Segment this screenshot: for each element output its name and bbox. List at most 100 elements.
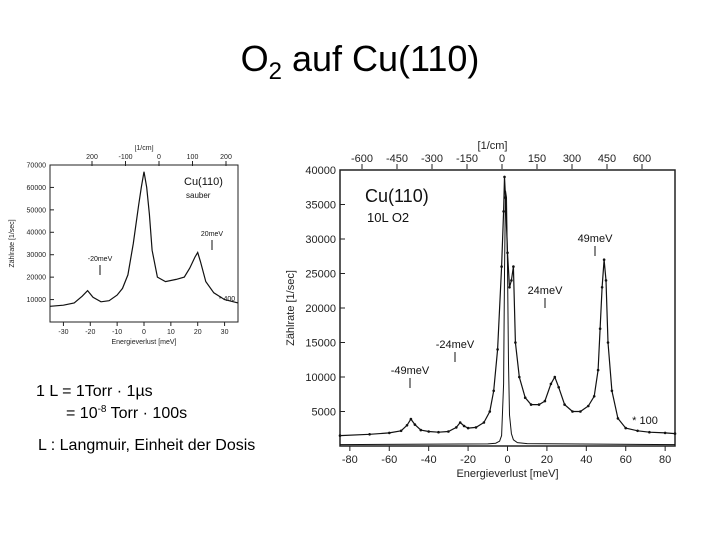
x-tick-label: 20 bbox=[541, 454, 553, 466]
data-point bbox=[523, 396, 527, 400]
top-axis-tick-label: 450 bbox=[598, 153, 616, 165]
peak-annotation: -49meV bbox=[391, 365, 430, 377]
top-axis-tick-label: 600 bbox=[633, 153, 651, 165]
data-point bbox=[537, 403, 541, 406]
langmuir-definition: L : Langmuir, Einheit der Dosis bbox=[38, 437, 256, 454]
data-point bbox=[529, 403, 533, 406]
data-point bbox=[579, 410, 582, 413]
chart-title: Cu(110) bbox=[365, 186, 429, 206]
data-point bbox=[636, 429, 639, 433]
x-tick-label: -10 bbox=[112, 329, 122, 336]
data-point bbox=[496, 348, 499, 351]
y-tick-label: 40000 bbox=[27, 230, 47, 237]
y-tick-label: 10000 bbox=[305, 372, 336, 384]
data-point bbox=[500, 265, 503, 268]
y-tick-label: 60000 bbox=[27, 185, 47, 192]
x-tick-label: -40 bbox=[421, 454, 437, 466]
data-point bbox=[543, 399, 547, 403]
y-tick-label: 5000 bbox=[312, 406, 336, 418]
x-tick-label: 10 bbox=[167, 329, 175, 336]
data-point bbox=[437, 430, 440, 434]
data-point bbox=[508, 286, 511, 289]
data-point bbox=[503, 175, 506, 179]
data-point bbox=[616, 417, 620, 420]
data-point bbox=[600, 286, 604, 289]
data-point bbox=[368, 433, 371, 436]
x-tick-label: -80 bbox=[342, 454, 358, 466]
x-tick-label: 30 bbox=[221, 329, 229, 336]
top-axis-tick-label: 200 bbox=[86, 154, 98, 161]
y-tick-label: 20000 bbox=[305, 303, 336, 315]
x-tick-label: 0 bbox=[504, 454, 510, 466]
y-tick-label: 15000 bbox=[305, 337, 336, 349]
y-axis-label: Zählrate [1/sec] bbox=[9, 219, 16, 267]
data-point bbox=[338, 434, 342, 437]
data-point bbox=[563, 403, 566, 406]
data-point bbox=[518, 375, 521, 379]
data-point bbox=[514, 341, 517, 344]
x-axis-label: Energieverlust [meV] bbox=[112, 339, 177, 346]
x-tick-label: -60 bbox=[381, 454, 397, 466]
data-point bbox=[405, 424, 409, 427]
top-axis-tick-label: -150 bbox=[456, 153, 478, 165]
chart-title: Cu(110) bbox=[184, 176, 223, 188]
data-point bbox=[413, 423, 417, 426]
data-point bbox=[466, 426, 470, 430]
data-point bbox=[388, 431, 391, 435]
y-tick-label: 30000 bbox=[305, 234, 336, 246]
chart-clean-surface: -30 -20 -10 0 10 20 30100002000030000400005000… bbox=[9, 145, 239, 346]
chart-subtitle: 10L O2 bbox=[367, 210, 409, 225]
data-point bbox=[596, 368, 600, 372]
series-line-1 bbox=[49, 171, 239, 307]
peak-annotation: 49meV bbox=[578, 233, 614, 245]
data-point bbox=[427, 430, 430, 433]
data-point bbox=[557, 386, 560, 389]
data-point bbox=[602, 258, 606, 261]
top-axis-tick-label: 300 bbox=[563, 153, 581, 165]
y-tick-label: 30000 bbox=[27, 252, 47, 259]
peak-annotation: -24meV bbox=[436, 339, 475, 351]
x-tick-label: 20 bbox=[194, 329, 202, 336]
data-point bbox=[663, 431, 667, 435]
x-tick-label: -30 bbox=[58, 329, 68, 336]
data-point bbox=[587, 404, 590, 408]
dose-definition-line1: 1 L = 1Torr · 1µs bbox=[36, 383, 153, 400]
data-point bbox=[447, 430, 450, 433]
dose-definition-line2: = 10-8 Torr · 100s bbox=[66, 404, 188, 422]
top-axis-tick-label: 150 bbox=[528, 153, 546, 165]
y-tick-label: 25000 bbox=[305, 268, 336, 280]
y-axis-label: Zählrate [1/sec] bbox=[285, 270, 297, 346]
top-axis-tick-label: 0 bbox=[499, 153, 505, 165]
data-point bbox=[458, 421, 462, 424]
data-point bbox=[604, 279, 608, 282]
y-tick-label: 20000 bbox=[27, 275, 47, 282]
data-point bbox=[474, 426, 478, 429]
data-point bbox=[673, 432, 677, 435]
x-tick-label: 60 bbox=[620, 454, 632, 466]
y-tick-label: 35000 bbox=[305, 199, 336, 211]
x-tick-label: -20 bbox=[85, 329, 95, 336]
data-point bbox=[488, 410, 492, 413]
data-point bbox=[455, 426, 458, 429]
top-axis-tick-label: -600 bbox=[351, 153, 373, 165]
data-point bbox=[482, 421, 486, 424]
peak-annotation: * 100 bbox=[632, 415, 658, 427]
top-axis-label: [1/cm] bbox=[134, 145, 153, 152]
data-point bbox=[549, 382, 553, 386]
x-tick-label: 0 bbox=[142, 329, 146, 336]
data-point bbox=[492, 389, 495, 393]
data-point bbox=[399, 429, 403, 433]
top-axis-tick-label: 0 bbox=[157, 154, 161, 161]
data-point bbox=[462, 424, 466, 428]
top-axis-tick-label: 200 bbox=[220, 154, 232, 161]
top-axis-tick-label: -100 bbox=[118, 154, 132, 161]
data-point bbox=[648, 430, 651, 434]
data-point bbox=[510, 279, 513, 282]
data-point bbox=[512, 265, 515, 268]
y-tick-label: 10000 bbox=[27, 297, 47, 304]
y-tick-label: 40000 bbox=[305, 165, 336, 177]
y-tick-label: 70000 bbox=[27, 162, 47, 169]
top-axis-label: [1/cm] bbox=[478, 140, 508, 152]
data-point bbox=[624, 426, 627, 430]
data-point bbox=[606, 341, 610, 344]
